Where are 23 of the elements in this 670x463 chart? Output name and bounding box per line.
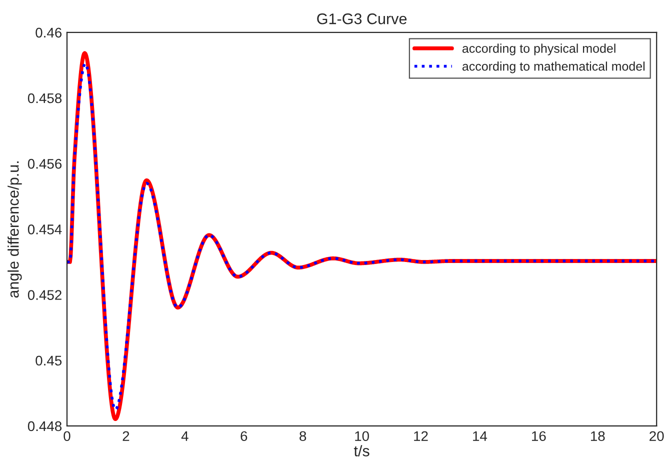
x-tick-label: 8 (300, 431, 306, 442)
x-axis-title: t/s (354, 445, 370, 456)
x-tick-label: 0 (64, 431, 70, 442)
y-tick-label: 0.448 (28, 421, 62, 432)
x-tick-label: 10 (355, 431, 369, 442)
chart-title: G1-G3 Curve (317, 13, 407, 24)
y-tick-label: 0.45 (36, 356, 62, 366)
x-tick-label: 6 (240, 431, 248, 442)
x-tick-label: 4 (181, 431, 188, 441)
y-axis-title: angle difference/p.u. (8, 161, 22, 298)
x-tick-label: 12 (414, 431, 428, 441)
y-tick-label: 0.46 (36, 28, 62, 38)
legend-label: according to mathematical model (462, 62, 645, 74)
x-tick-label: 16 (532, 431, 546, 442)
y-tick-label: 0.452 (28, 290, 62, 300)
x-tick-label: 20 (650, 431, 664, 442)
x-tick-label: 18 (590, 431, 605, 442)
x-tick-label: 14 (473, 431, 488, 441)
legend-label: according to physical model (462, 44, 616, 56)
y-tick-label: 0.454 (28, 224, 62, 234)
y-tick-label: 0.458 (28, 93, 62, 104)
y-tick-label: 0.456 (28, 158, 62, 169)
x-tick-label: 2 (122, 431, 130, 441)
